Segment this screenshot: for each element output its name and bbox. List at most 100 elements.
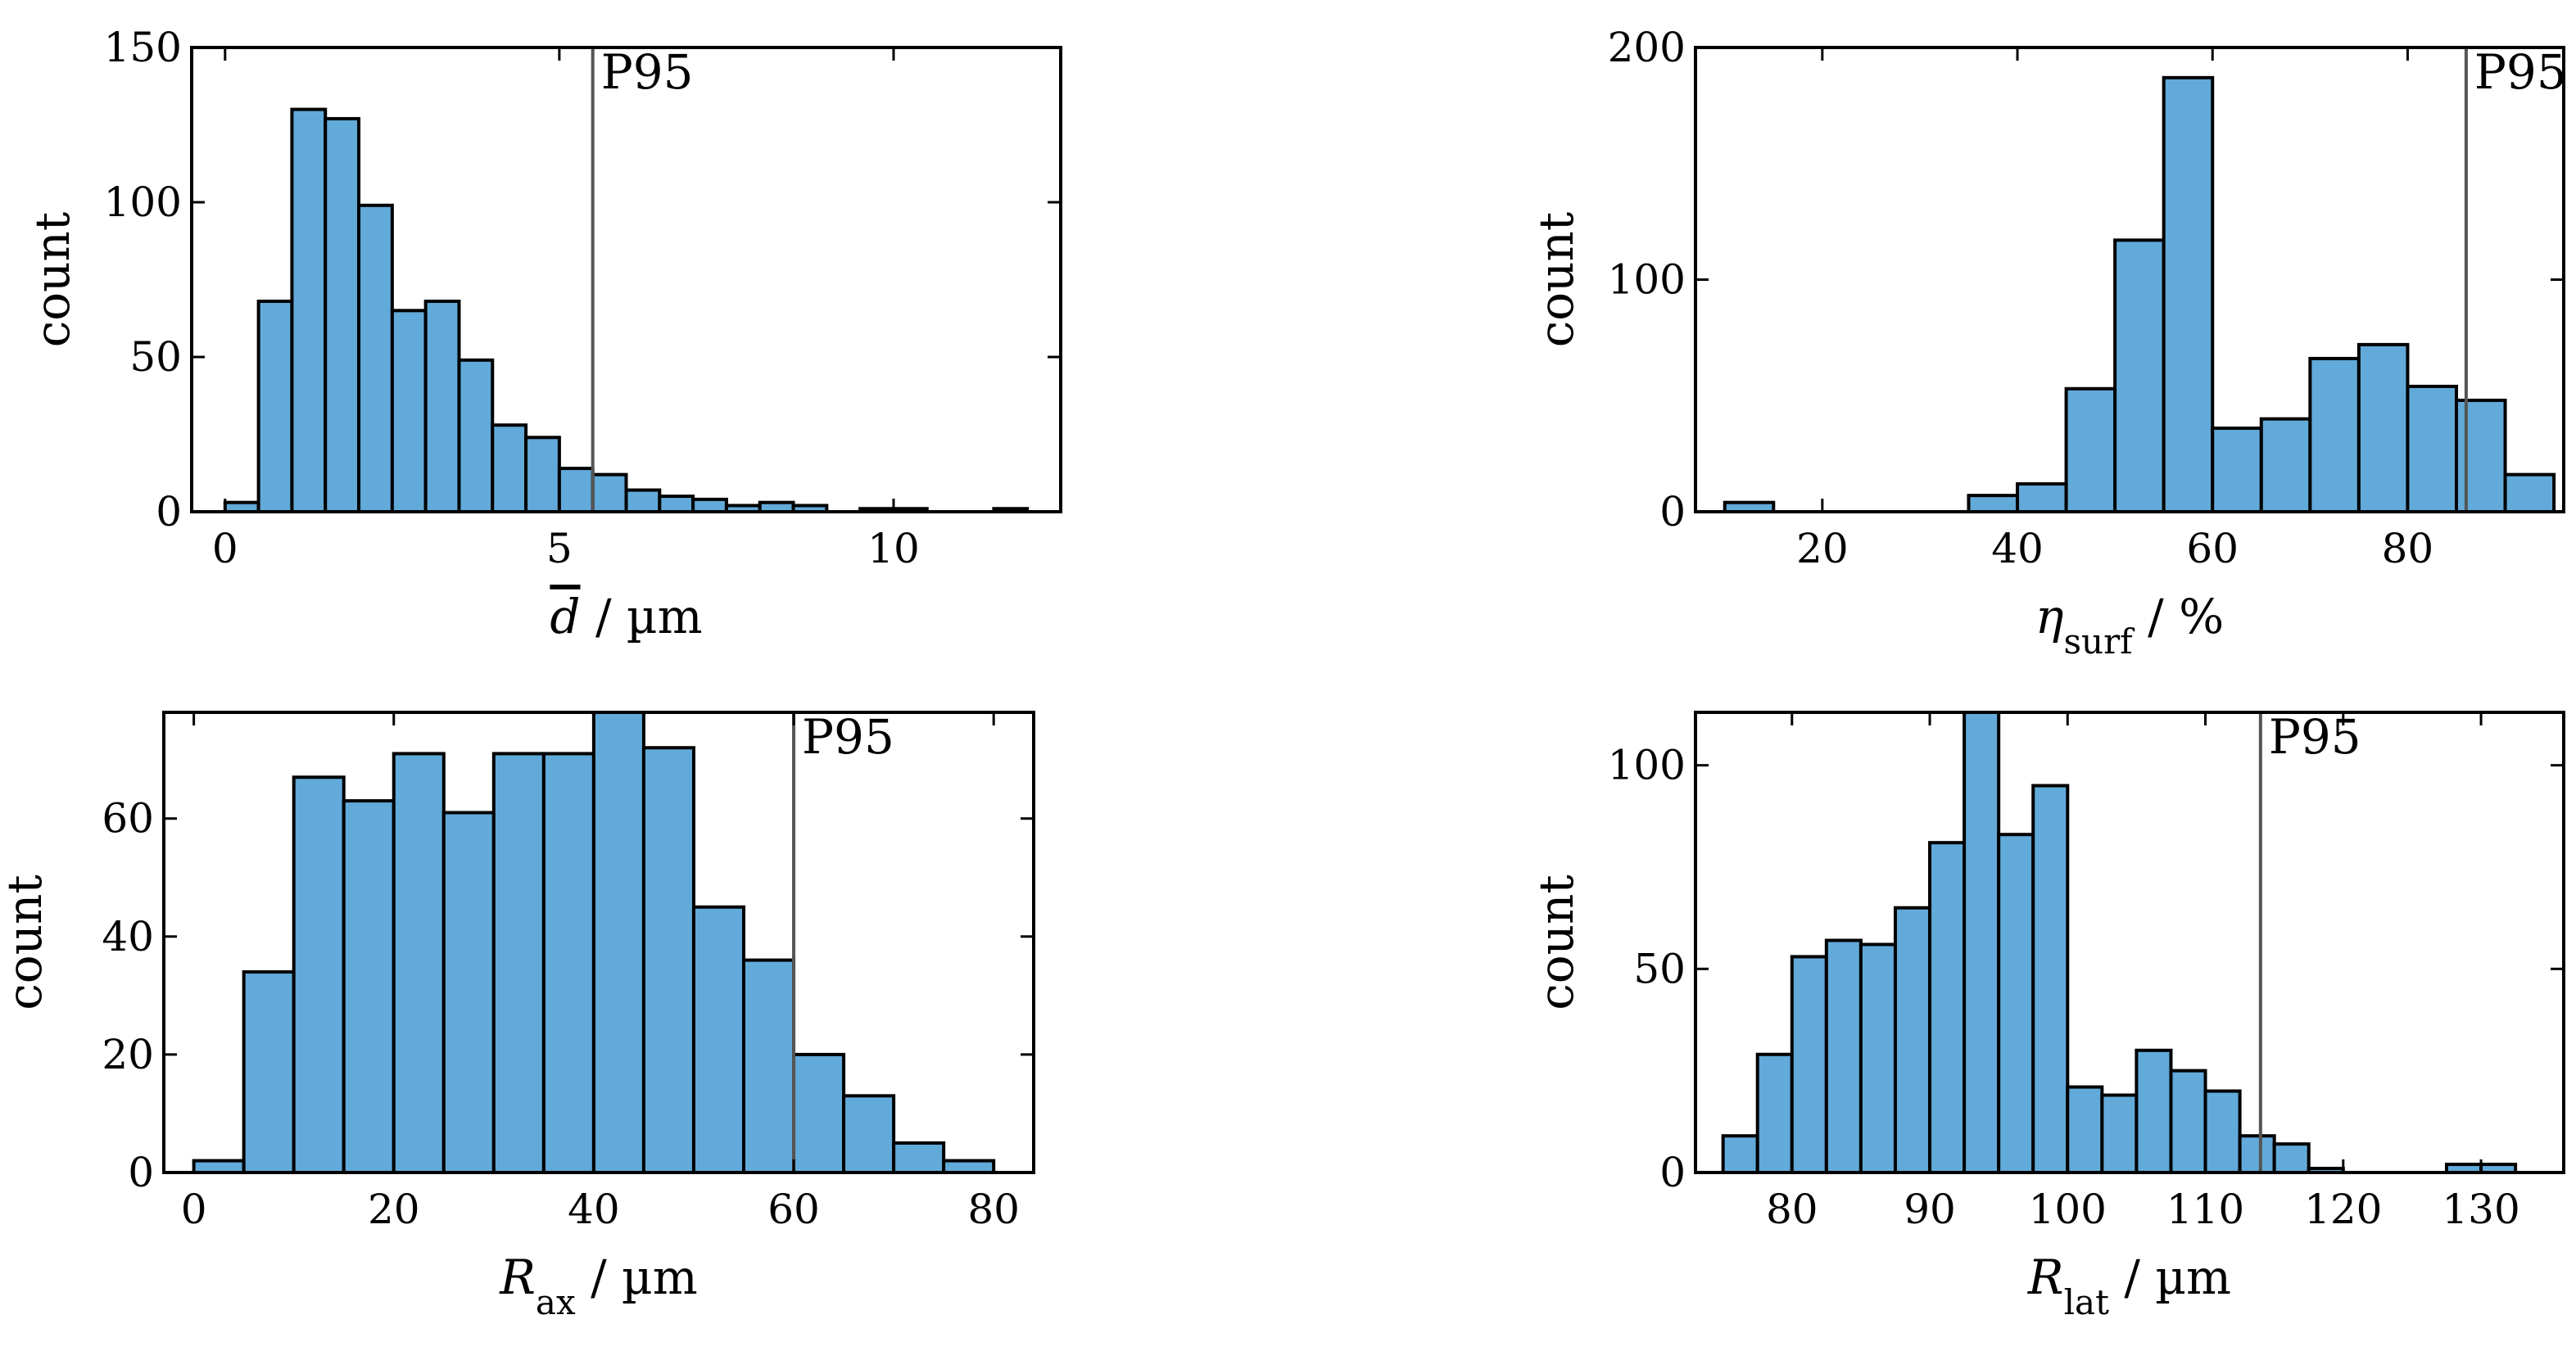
- histogram-bar: [342, 799, 396, 1174]
- histogram-bar: [2238, 1134, 2276, 1174]
- histogram-bar: [2308, 356, 2361, 514]
- p95-label: P95: [601, 44, 694, 100]
- x-axis-label: Rlat / µm: [2027, 1249, 2231, 1322]
- histogram-bar: [2211, 426, 2263, 513]
- histogram-bar: [1858, 942, 1897, 1174]
- histogram-bar: [2356, 342, 2410, 513]
- x-tick-label: 40: [1991, 525, 2044, 572]
- y-tick-label: 100: [104, 178, 182, 226]
- histogram-bar: [1824, 938, 1863, 1175]
- histogram-bar: [2406, 384, 2458, 513]
- x-tick-label: 10: [867, 525, 920, 572]
- y-tick-label: 0: [1659, 488, 1686, 535]
- histogram-bar: [2503, 472, 2556, 514]
- histogram-bar: [290, 107, 328, 513]
- histogram-bar: [842, 1094, 896, 1175]
- histogram-bar: [792, 1052, 846, 1175]
- histogram-bar: [2135, 1048, 2173, 1175]
- panel-eta-surf: P95 20 40 60 80 0 100 200 count ηsurf / %: [1528, 24, 2567, 662]
- histogram-bar: [691, 905, 745, 1175]
- x-tick-label: 60: [767, 1186, 820, 1233]
- histogram-bar: [1790, 955, 1828, 1175]
- histogram-bar: [591, 711, 645, 1174]
- y-tick-label: 40: [102, 913, 154, 960]
- histogram-bar: [1755, 1052, 1794, 1174]
- y-tick-label: 20: [102, 1031, 154, 1078]
- histogram-bar: [2169, 1069, 2207, 1174]
- y-tick-label: 100: [1608, 256, 1686, 304]
- p95-label: P95: [2474, 44, 2567, 100]
- x-tick-label: 40: [568, 1186, 620, 1233]
- x-tick-label: 80: [1766, 1186, 1818, 1233]
- histogram-bar: [2016, 481, 2068, 513]
- axes-frame: [162, 711, 1035, 1174]
- x-tick-label: 60: [2186, 525, 2239, 572]
- y-tick-label: 200: [1608, 24, 1686, 71]
- histogram-bar: [390, 309, 428, 513]
- x-tick-label: 20: [368, 1186, 420, 1233]
- x-tick-label: 20: [1796, 525, 1849, 572]
- y-tick-label: 60: [102, 795, 154, 843]
- histogram-bar: [591, 472, 628, 514]
- histogram-bar: [892, 1141, 946, 1175]
- axes-frame: [190, 46, 1062, 513]
- x-tick-label: 0: [212, 525, 238, 572]
- histogram-bar: [392, 752, 446, 1175]
- y-tick-label: 100: [1608, 742, 1686, 789]
- p95-label: P95: [802, 709, 894, 765]
- x-tick-label: 120: [2304, 1186, 2382, 1233]
- x-tick-label: 90: [1904, 1186, 1956, 1233]
- y-axis-label: count: [0, 874, 52, 1010]
- y-tick-label: 0: [128, 1149, 154, 1196]
- histogram-bar: [192, 1159, 246, 1174]
- x-tick-label: 130: [2442, 1186, 2519, 1233]
- histogram-bar: [491, 423, 528, 513]
- histogram-bar: [324, 116, 361, 513]
- histogram-bar: [1893, 906, 1932, 1175]
- histogram-bar: [942, 1159, 996, 1174]
- histogram-bar: [242, 970, 296, 1174]
- histogram-bar: [2272, 1142, 2311, 1174]
- y-axis-label: count: [1528, 212, 1584, 347]
- histogram-bar: [2203, 1089, 2242, 1175]
- x-tick-label: 80: [967, 1186, 1020, 1233]
- histogram-bar: [1997, 833, 2035, 1174]
- histogram-bar: [491, 752, 546, 1175]
- histogram-bar: [624, 488, 662, 513]
- histogram-bar: [541, 752, 595, 1175]
- y-tick-label: 0: [1659, 1149, 1686, 1196]
- histogram-bar: [742, 958, 796, 1174]
- y-tick-label: 50: [1633, 945, 1686, 992]
- histogram-bar: [691, 497, 728, 514]
- x-tick-label: 5: [546, 525, 573, 572]
- histogram-bar: [2031, 784, 2070, 1174]
- histogram-bar: [1963, 711, 2001, 1174]
- histogram-bar: [1721, 1134, 1759, 1174]
- histogram-bar: [256, 299, 294, 513]
- histogram-bar: [423, 299, 461, 513]
- histogram-bar: [557, 467, 595, 514]
- histogram-bar: [1967, 494, 2020, 514]
- histogram-bar: [1928, 841, 1967, 1174]
- histogram-bar: [2162, 75, 2215, 514]
- histogram-bar: [2066, 1085, 2104, 1174]
- histogram-bar: [457, 358, 495, 513]
- y-tick-label: 0: [156, 488, 182, 535]
- histogram-bar: [2454, 398, 2507, 514]
- histogram-bar: [2064, 386, 2117, 513]
- y-tick-label: 150: [104, 24, 182, 71]
- histogram-bar: [441, 811, 496, 1174]
- p95-label: P95: [2269, 709, 2361, 765]
- panel-r-ax: P95 0 20 40 60 80 0 20 40 60 count Rax / µm: [0, 709, 1035, 1322]
- histogram-bar: [641, 746, 695, 1174]
- histogram-bar: [2113, 238, 2166, 513]
- x-tick-label: 110: [2166, 1186, 2244, 1233]
- histogram-bar: [524, 436, 561, 514]
- histogram-bar: [2259, 417, 2312, 514]
- x-axis-label: d / µm: [550, 589, 702, 644]
- x-axis-label: ηsurf / %: [2035, 589, 2225, 662]
- histogram-bar: [2100, 1093, 2139, 1174]
- panel-r-lat: P95 80 90 100 110 120 130 0 50 100 count Rlat / µm: [1528, 709, 2565, 1322]
